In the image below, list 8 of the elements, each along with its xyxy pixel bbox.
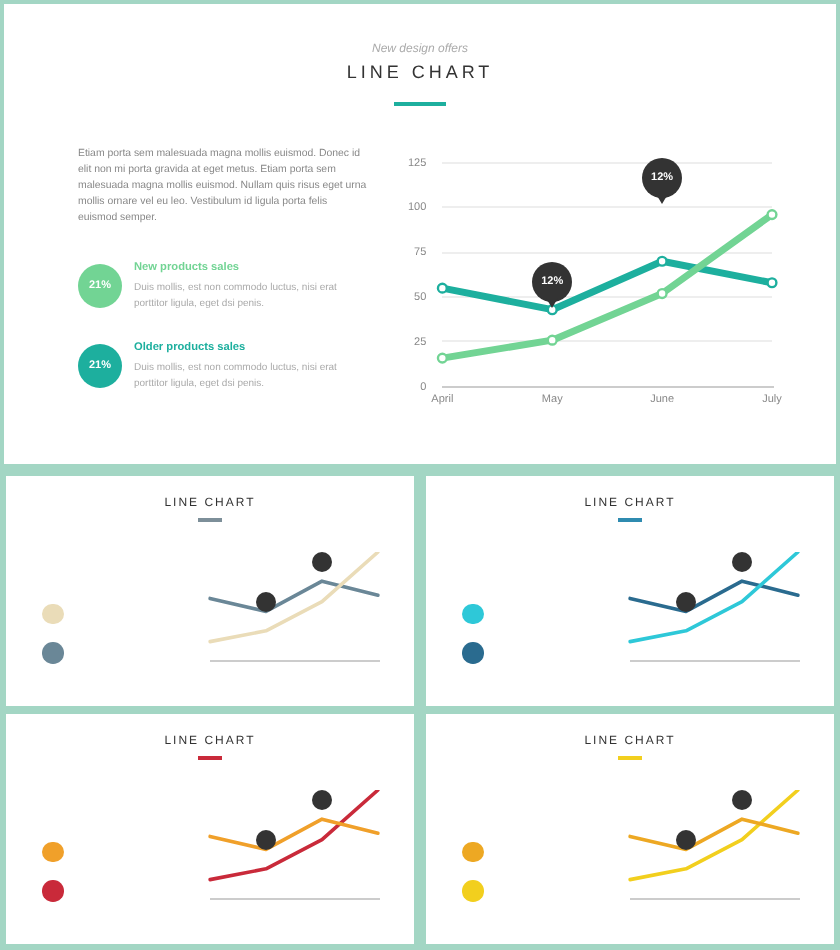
point: [436, 282, 448, 294]
point: [656, 255, 668, 267]
chart-title: LINE CHART: [344, 62, 496, 82]
point: [656, 287, 668, 300]
point: [546, 334, 558, 346]
point: [766, 209, 778, 221]
point: [766, 277, 778, 289]
point: [436, 352, 448, 364]
